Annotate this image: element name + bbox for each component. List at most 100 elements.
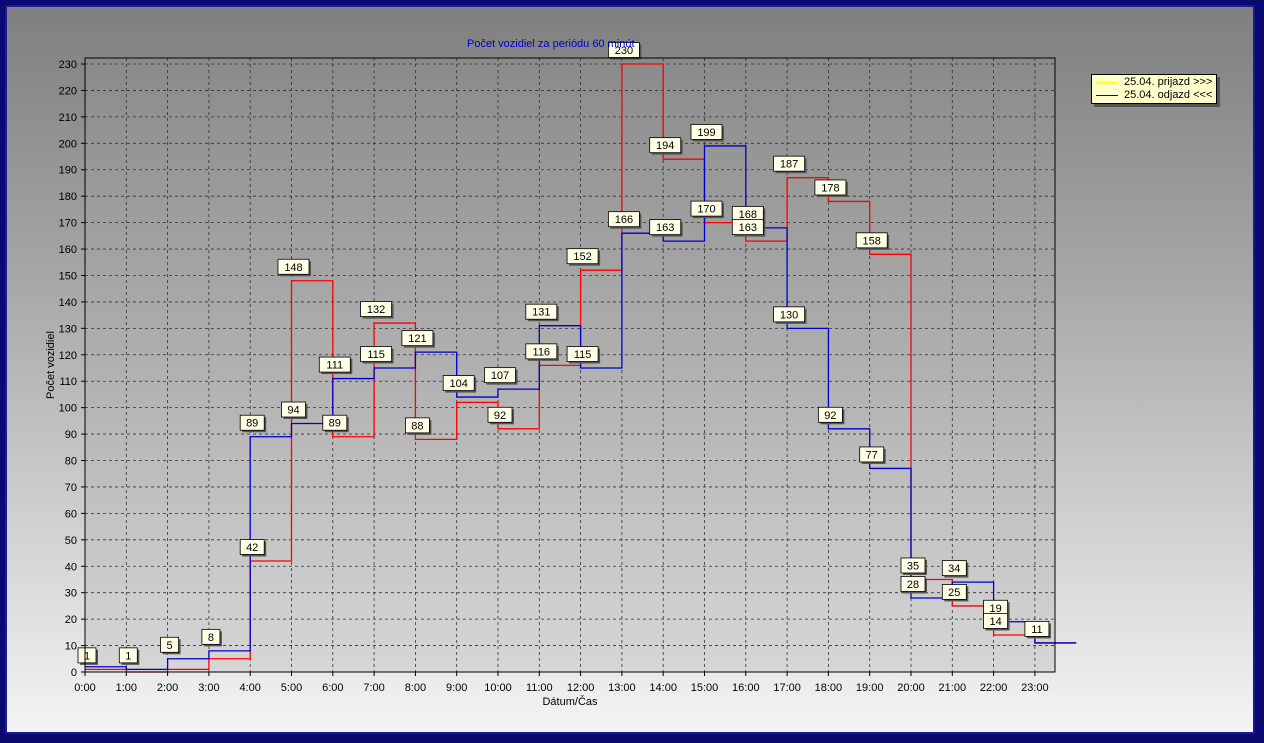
y-tick-label: 0 [71, 667, 77, 679]
svg-text:42: 42 [246, 542, 258, 554]
x-tick-label: 5:00 [281, 682, 302, 694]
data-label: 5 [160, 636, 181, 655]
y-axis-title: Počet vozidiel [45, 331, 57, 399]
data-label: 187 [773, 155, 807, 174]
data-label: 132 [360, 301, 394, 319]
data-label: 1 [77, 647, 98, 665]
svg-text:35: 35 [907, 560, 919, 572]
svg-text:89: 89 [329, 418, 341, 430]
chart-title: Počet vozidiel za periódu 60 minút [467, 38, 635, 50]
svg-text:131: 131 [532, 307, 550, 319]
svg-text:111: 111 [326, 360, 343, 372]
data-label: 170 [690, 200, 724, 219]
svg-text:104: 104 [450, 378, 468, 390]
data-label: 194 [649, 137, 683, 155]
svg-text:115: 115 [367, 349, 385, 361]
y-tick-label: 200 [59, 138, 77, 150]
chart-legend: 25.04. prijazd >>> 25.04. odjazd <<< [1091, 74, 1217, 104]
x-tick-label: 19:00 [856, 682, 884, 694]
data-label: 152 [566, 248, 601, 266]
y-tick-label: 90 [65, 429, 77, 441]
x-tick-label: 23:00 [1021, 682, 1049, 694]
data-label: 115 [360, 346, 394, 364]
x-tick-label: 17:00 [773, 682, 801, 694]
svg-text:121: 121 [408, 333, 426, 345]
data-label: 88 [404, 417, 432, 435]
data-label: 34 [941, 560, 969, 578]
y-tick-label: 230 [59, 59, 77, 71]
svg-text:34: 34 [948, 563, 960, 575]
x-tick-label: 20:00 [897, 682, 925, 694]
svg-text:28: 28 [907, 579, 919, 591]
legend-label-prijazd: 25.04. prijazd >>> [1124, 76, 1213, 88]
svg-text:166: 166 [615, 214, 633, 226]
y-tick-label: 20 [65, 614, 77, 626]
data-label: 89 [322, 414, 349, 433]
data-label: 158 [855, 232, 890, 250]
x-tick-label: 22:00 [980, 682, 1008, 694]
y-tick-label: 190 [59, 165, 77, 177]
y-tick-label: 150 [59, 270, 77, 282]
svg-text:115: 115 [574, 349, 592, 361]
x-tick-label: 13:00 [608, 682, 636, 694]
svg-text:92: 92 [494, 410, 506, 422]
x-tick-label: 12:00 [567, 682, 595, 694]
svg-text:5: 5 [167, 640, 173, 652]
x-tick-label: 21:00 [939, 682, 967, 694]
svg-text:152: 152 [573, 251, 591, 263]
x-tick-label: 11:00 [526, 682, 553, 694]
svg-text:187: 187 [780, 159, 798, 171]
legend-swatch-odjazd [1096, 94, 1118, 96]
svg-text:1: 1 [84, 650, 90, 662]
data-label: 104 [442, 375, 477, 393]
x-axis-title: Dátum/Čas [542, 695, 598, 708]
x-tick-label: 4:00 [239, 682, 260, 694]
data-label: 131 [525, 303, 559, 322]
svg-text:163: 163 [739, 222, 757, 234]
data-label: 199 [690, 124, 724, 142]
data-label: 25 [941, 584, 969, 602]
svg-text:94: 94 [287, 405, 299, 417]
x-tick-label: 3:00 [198, 682, 219, 694]
svg-text:199: 199 [697, 127, 715, 139]
y-tick-label: 180 [59, 191, 77, 203]
data-label: 28 [900, 576, 927, 594]
svg-text:88: 88 [411, 420, 423, 432]
y-tick-label: 70 [65, 482, 77, 494]
y-tick-label: 80 [65, 456, 77, 468]
data-label: 130 [773, 306, 807, 324]
y-tick-label: 170 [59, 218, 77, 230]
svg-text:19: 19 [989, 603, 1001, 615]
data-label: 178 [814, 179, 848, 197]
legend-swatch-prijazd [1096, 81, 1118, 83]
data-label: 163 [649, 219, 683, 237]
svg-text:163: 163 [656, 222, 674, 234]
x-tick-label: 8:00 [405, 682, 426, 694]
svg-text:230: 230 [615, 45, 633, 57]
data-label: 121 [401, 330, 435, 348]
data-label: 89 [239, 414, 267, 433]
y-tick-label: 50 [65, 535, 77, 547]
svg-text:168: 168 [739, 209, 757, 221]
svg-text:107: 107 [491, 370, 509, 382]
svg-text:158: 158 [863, 235, 881, 247]
y-tick-label: 220 [59, 85, 77, 97]
legend-item-odjazd: 25.04. odjazd <<< [1096, 89, 1212, 102]
data-label: 42 [239, 539, 267, 557]
data-label: 107 [484, 367, 518, 385]
svg-text:132: 132 [367, 304, 385, 316]
svg-text:1: 1 [125, 650, 131, 662]
data-label: 94 [281, 401, 308, 420]
svg-text:130: 130 [780, 309, 798, 321]
x-tick-label: 2:00 [157, 682, 178, 694]
data-label: 148 [277, 258, 311, 277]
data-label: 230 [608, 42, 642, 60]
y-tick-label: 40 [65, 561, 77, 573]
y-tick-label: 140 [59, 297, 77, 309]
x-tick-label: 9:00 [446, 682, 467, 694]
y-tick-label: 60 [65, 508, 77, 520]
data-label: 166 [608, 211, 642, 229]
y-tick-label: 160 [59, 244, 77, 256]
x-tick-label: 14:00 [649, 682, 677, 694]
